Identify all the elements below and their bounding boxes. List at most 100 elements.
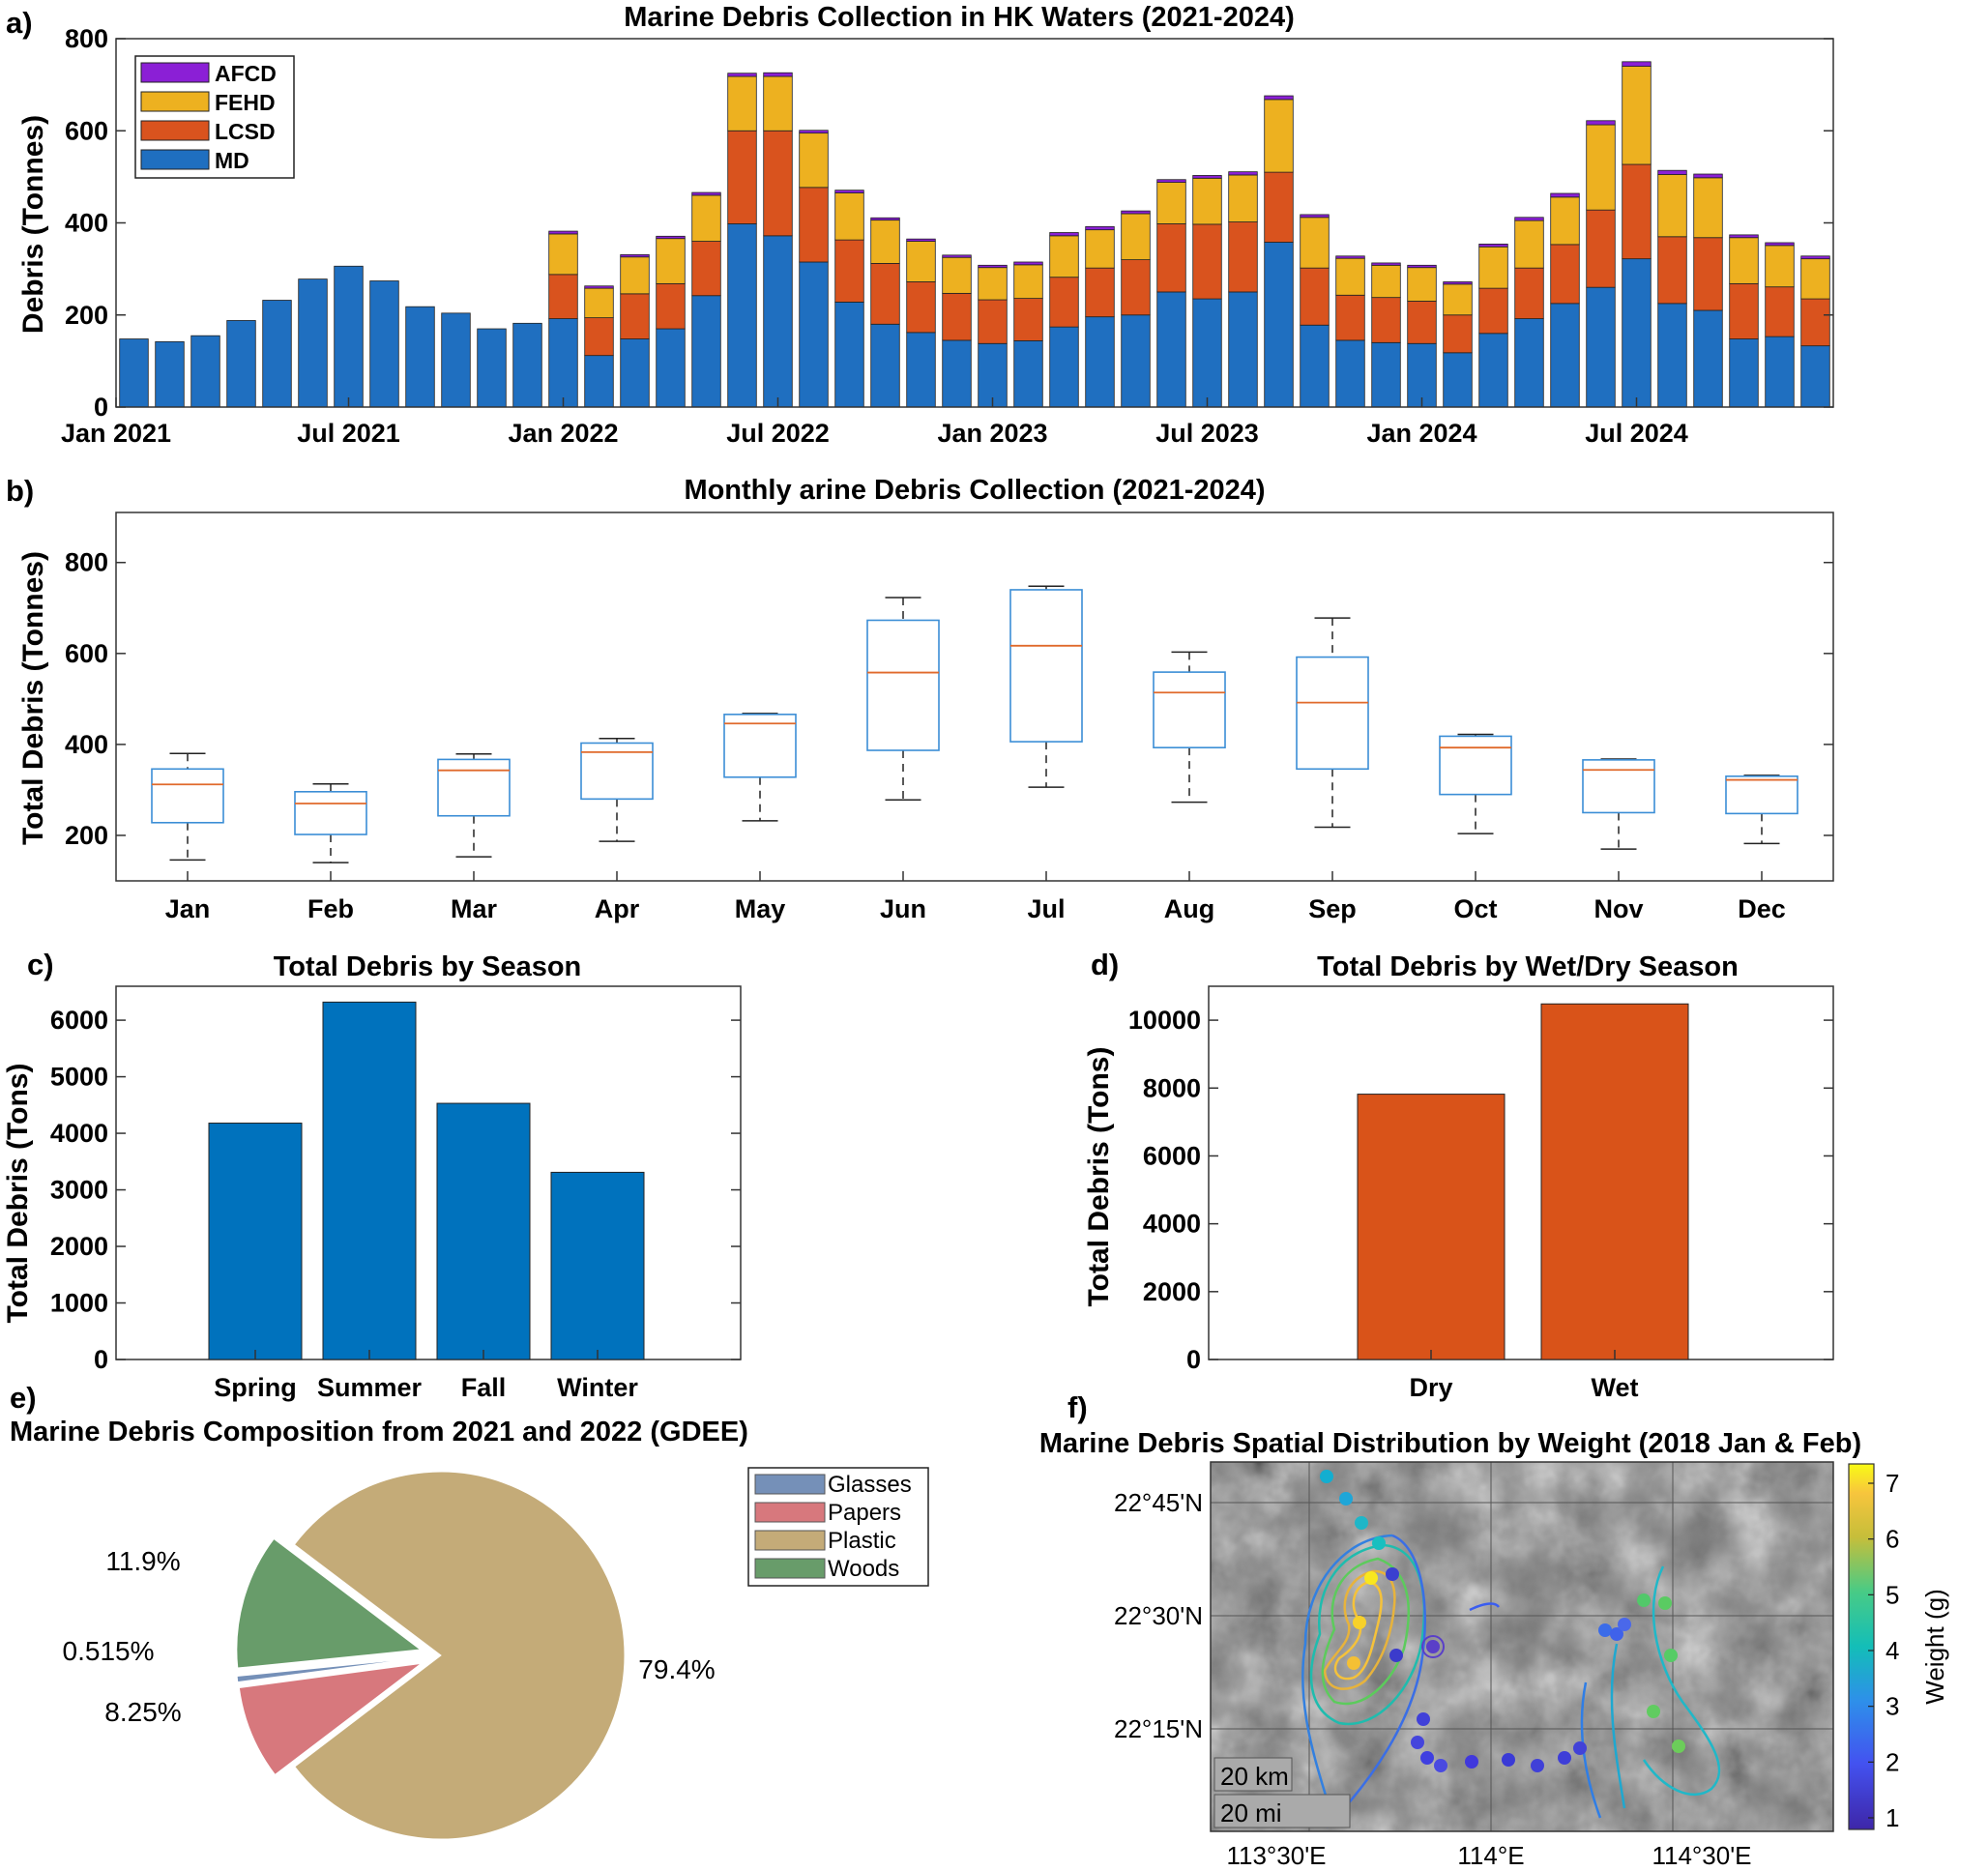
legend-swatch-lcsd: [140, 120, 210, 141]
bar-wet: [1540, 1003, 1689, 1360]
bar-afcd-35: [1371, 262, 1401, 266]
bar-fehd-16: [691, 194, 721, 242]
bar-md-1: [155, 340, 185, 408]
bar-season-summer: [322, 1001, 417, 1360]
legend-label-afcd: AFCD: [215, 61, 277, 86]
panel-c-bar-chart: Total Debris by Season Total Debris (Ton…: [2, 951, 742, 1402]
box-may: [723, 713, 797, 822]
panel-d-xtick-wet: Wet: [1591, 1373, 1638, 1402]
panel-label-d: d): [1091, 948, 1119, 981]
bar-afcd-45: [1729, 234, 1759, 239]
panel-c-ytick-3000: 3000: [50, 1176, 108, 1205]
bar-lcsd-23: [942, 292, 972, 341]
debris-point-7: [1386, 1567, 1399, 1581]
debris-point-3: [1372, 1536, 1386, 1550]
bar-lcsd-17: [727, 130, 757, 224]
debris-point-9: [1426, 1640, 1440, 1653]
bar-lcsd-25: [1013, 298, 1043, 341]
lon-label-2: 114°E: [1457, 1841, 1524, 1870]
box-aug: [1153, 651, 1226, 804]
colorbar-tick-2: 2: [1886, 1747, 1899, 1776]
panel-e-pie-chart: Marine Debris Composition from 2021 and …: [10, 1417, 929, 1840]
bar-fehd-17: [727, 75, 757, 132]
contour-right-teal-2: [1610, 1643, 1626, 1809]
panel-label-f: f): [1067, 1390, 1088, 1424]
bar-lcsd-40: [1550, 244, 1580, 305]
bar-fehd-35: [1371, 264, 1401, 299]
panel-b-xtick-aug: Aug: [1164, 894, 1214, 923]
panel-f-map: Marine Debris Spatial Distribution by We…: [1039, 1428, 1949, 1870]
contour-right-blue: [1580, 1681, 1602, 1819]
bar-md-18: [763, 235, 793, 408]
bar-md-35: [1371, 341, 1401, 408]
bar-afcd-25: [1013, 261, 1043, 266]
bar-md-41: [1586, 286, 1616, 408]
panel-a-xtick-3: Jul 2022: [726, 419, 830, 448]
bar-fehd-47: [1800, 258, 1830, 300]
bar-md-33: [1300, 324, 1330, 408]
bar-fehd-38: [1478, 246, 1508, 289]
panel-a-legend: AFCD FEHD LCSD MD: [134, 55, 295, 179]
bar-md-19: [799, 261, 829, 408]
panel-b-xtick-sep: Sep: [1308, 894, 1357, 923]
bar-afcd-21: [870, 217, 900, 221]
bar-fehd-12: [548, 233, 578, 276]
panel-c-ytick-1000: 1000: [50, 1289, 108, 1318]
bar-dry: [1357, 1094, 1506, 1360]
bar-lcsd-28: [1121, 259, 1151, 316]
bar-lcsd-36: [1407, 301, 1437, 344]
bar-lcsd-20: [834, 239, 864, 303]
panel-d-xtick-dry: Dry: [1409, 1373, 1452, 1402]
bar-fehd-44: [1693, 177, 1723, 239]
bar-md-22: [906, 332, 936, 408]
bar-afcd-24: [978, 264, 1008, 269]
panel-b-ytick-200: 200: [65, 821, 108, 850]
debris-point-8: [1389, 1649, 1403, 1662]
bar-lcsd-26: [1049, 277, 1079, 328]
bar-afcd-17: [727, 73, 757, 77]
bar-fehd-39: [1514, 219, 1544, 269]
bar-afcd-18: [763, 72, 793, 77]
bar-afcd-29: [1156, 179, 1186, 183]
panel-c-axes-frame: [115, 985, 742, 1360]
bar-md-16: [691, 295, 721, 408]
legend-label-woods: Woods: [828, 1556, 899, 1582]
bar-afcd-46: [1765, 242, 1795, 247]
bar-fehd-21: [870, 219, 900, 264]
colorbar-tick-7: 7: [1886, 1469, 1899, 1498]
debris-point-25: [1647, 1705, 1660, 1718]
box-jan: [151, 752, 224, 862]
bar-md-26: [1049, 326, 1079, 408]
bar-afcd-16: [691, 191, 721, 196]
bar-fehd-37: [1443, 283, 1473, 316]
panel-a-ytick-800: 800: [65, 24, 108, 53]
bar-lcsd-38: [1478, 287, 1508, 335]
bar-fehd-40: [1550, 196, 1580, 246]
bar-lcsd-13: [584, 317, 614, 357]
panel-c-xtick-spring: Spring: [214, 1373, 297, 1402]
bar-afcd-15: [656, 235, 686, 240]
bar-lcsd-35: [1371, 297, 1401, 343]
debris-point-24: [1664, 1649, 1678, 1662]
bar-md-28: [1121, 314, 1151, 408]
bar-afcd-47: [1800, 255, 1830, 260]
bar-afcd-38: [1478, 244, 1508, 248]
colorbar: [1848, 1463, 1875, 1830]
lat-label-1: 22°45'N: [1114, 1488, 1203, 1517]
bar-md-17: [727, 223, 757, 408]
pie-slice-papers: [238, 1662, 424, 1776]
box-sep: [1296, 617, 1369, 829]
bar-lcsd-45: [1729, 282, 1759, 339]
bar-lcsd-41: [1586, 209, 1616, 288]
bar-fehd-34: [1335, 257, 1365, 296]
bar-md-7: [369, 280, 399, 408]
bar-afcd-20: [834, 190, 864, 193]
debris-point-5: [1353, 1616, 1366, 1629]
bar-afcd-40: [1550, 192, 1580, 198]
contour-right-teal: [1642, 1565, 1721, 1797]
bar-fehd-14: [620, 256, 650, 295]
legend-label-plastic: Plastic: [828, 1528, 896, 1554]
debris-point-10: [1417, 1712, 1430, 1726]
bar-fehd-32: [1264, 99, 1294, 173]
bar-afcd-36: [1407, 264, 1437, 269]
